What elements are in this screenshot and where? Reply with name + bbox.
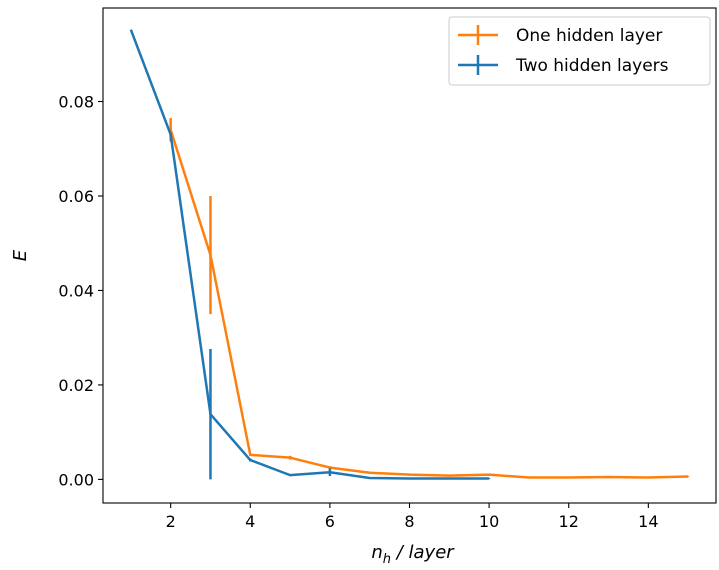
x-tick-label: 10 [479, 512, 499, 531]
y-tick-label: 0.00 [58, 470, 94, 489]
legend-box [448, 16, 711, 86]
series-layer [129, 29, 690, 480]
series-line [129, 29, 490, 480]
x-tick-label: 4 [245, 512, 255, 531]
x-tick-label: 14 [638, 512, 658, 531]
x-tick-label: 12 [559, 512, 579, 531]
y-tick-label: 0.08 [58, 93, 94, 112]
plot-area [103, 8, 716, 503]
series-1 [129, 29, 491, 480]
axes-layer: 2 4 6 8 10 12 14 0.00 0.02 0.04 0.06 0.08 nh / layer… [10, 7, 717, 567]
series-line [169, 129, 689, 479]
x-tick-label: 2 [166, 512, 176, 531]
series-0 [169, 118, 690, 479]
y-tick-label: 0.04 [58, 281, 94, 300]
y-tick-label: 0.02 [58, 376, 94, 395]
x-tick-label: 6 [325, 512, 335, 531]
x-tick-label: 8 [404, 512, 414, 531]
y-tick-label: 0.06 [58, 187, 94, 206]
y-axis-label: E [10, 249, 31, 261]
legend-label: One hidden layer [516, 26, 662, 46]
legend-handle [458, 55, 498, 75]
legend: One hidden layer Two hidden layers [448, 16, 711, 86]
legend-label: Two hidden layers [515, 56, 669, 76]
legend-handle [458, 25, 498, 45]
x-axis-label: nh / layer [371, 542, 455, 567]
